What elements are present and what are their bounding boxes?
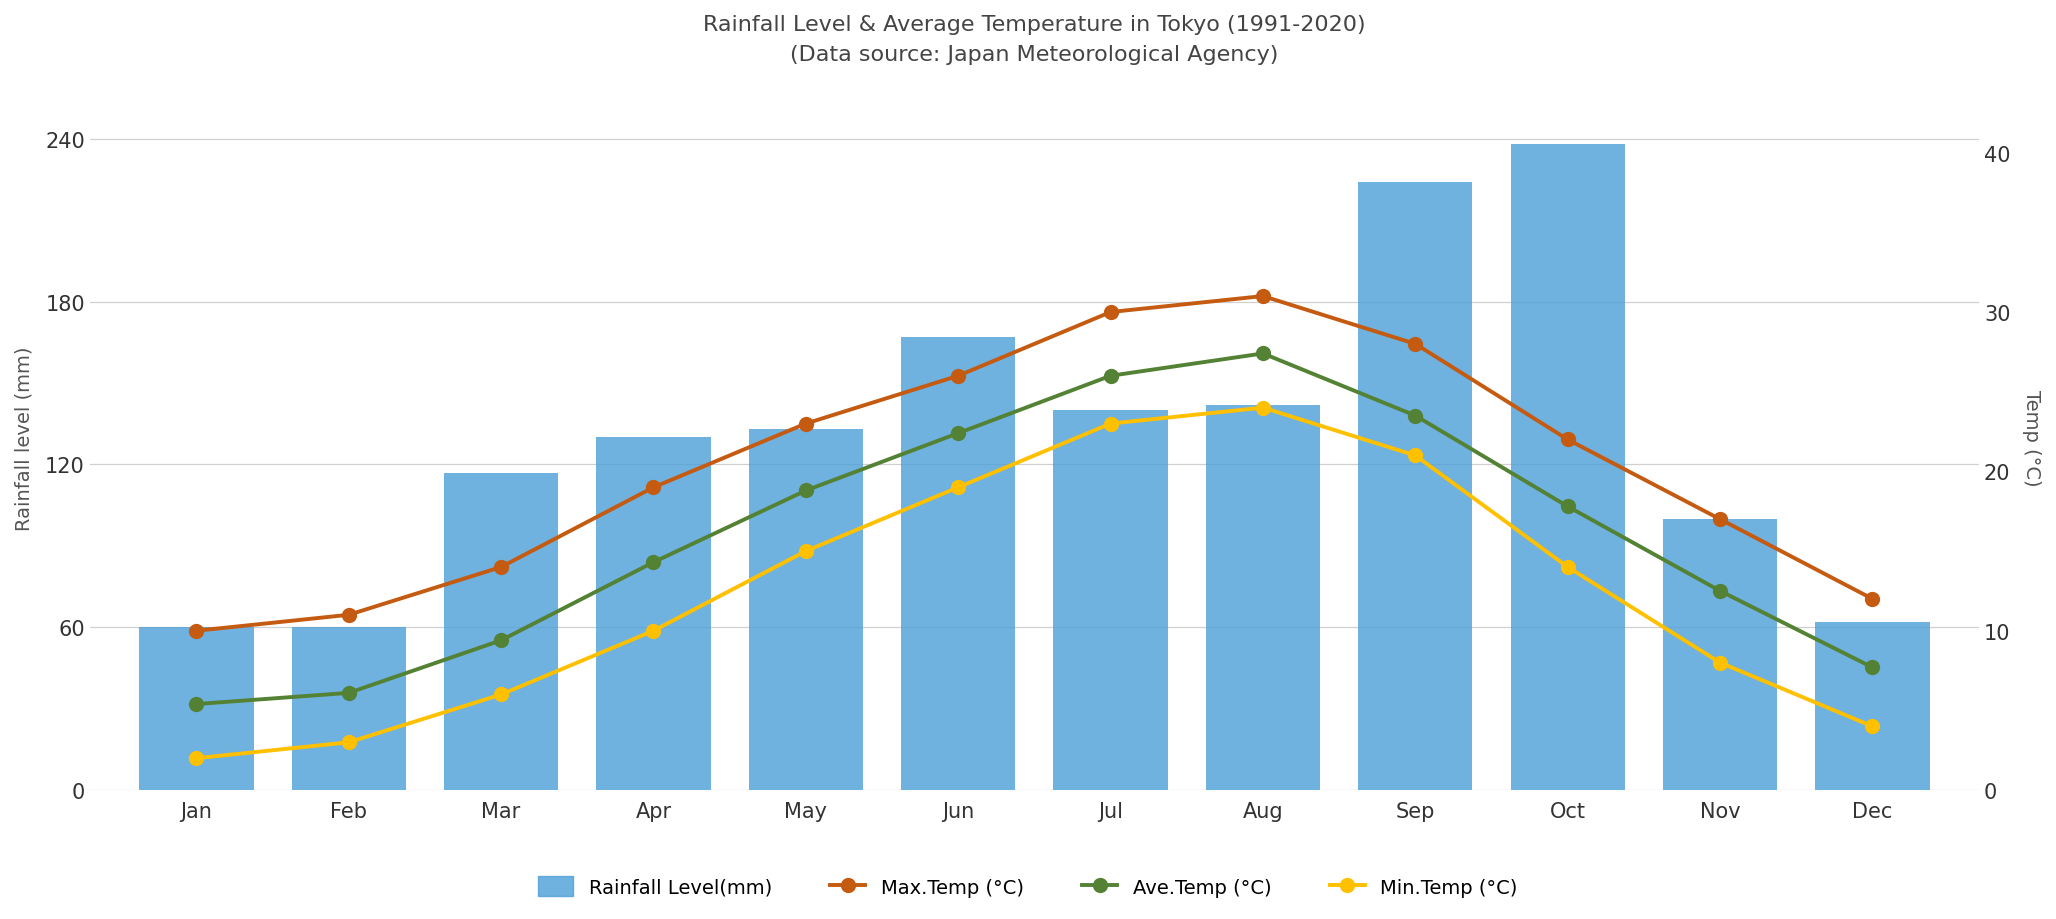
Ave.Temp (°C) <box>1250 348 1275 359</box>
Bar <box>1359 183 1472 790</box>
Ave.Temp (°C) <box>1709 585 1733 596</box>
Bar <box>292 628 405 790</box>
Max.Temp (°C) <box>1250 291 1275 302</box>
Max.Temp (°C) <box>185 626 210 637</box>
Bar <box>1053 411 1168 790</box>
Min.Temp (°C) <box>489 689 514 700</box>
Min.Temp (°C) <box>337 737 362 748</box>
Ave.Temp (°C) <box>1098 371 1123 382</box>
Min.Temp (°C) <box>794 546 818 557</box>
Max.Temp (°C) <box>641 482 666 494</box>
Ave.Temp (°C) <box>185 698 210 709</box>
Min.Temp (°C) <box>1709 657 1733 668</box>
Bar <box>140 628 253 790</box>
Max.Temp (°C) <box>1709 514 1733 525</box>
Ave.Temp (°C) <box>1554 502 1579 513</box>
Ave.Temp (°C) <box>337 687 362 698</box>
Max.Temp (°C) <box>1098 307 1123 318</box>
Bar <box>1511 145 1624 790</box>
Legend: Rainfall Level(mm), Max.Temp (°C), Ave.Temp (°C), Min.Temp (°C): Rainfall Level(mm), Max.Temp (°C), Ave.T… <box>530 868 1526 904</box>
Y-axis label: Temp (°C): Temp (°C) <box>2021 390 2042 486</box>
Title: Rainfall Level & Average Temperature in Tokyo (1991-2020)
(Data source: Japan Me: Rainfall Level & Average Temperature in … <box>703 15 1365 64</box>
Min.Temp (°C) <box>185 753 210 764</box>
Min.Temp (°C) <box>1098 418 1123 429</box>
Max.Temp (°C) <box>337 609 362 620</box>
Ave.Temp (°C) <box>794 485 818 496</box>
Bar <box>596 437 711 790</box>
Max.Temp (°C) <box>1861 594 1885 605</box>
Line: Max.Temp (°C): Max.Temp (°C) <box>189 289 1879 639</box>
Y-axis label: Rainfall level (mm): Rainfall level (mm) <box>14 346 35 530</box>
Bar <box>1815 622 1931 790</box>
Max.Temp (°C) <box>946 371 970 382</box>
Min.Temp (°C) <box>1861 721 1885 732</box>
Bar <box>444 473 559 790</box>
Bar <box>901 337 1016 790</box>
Ave.Temp (°C) <box>641 557 666 568</box>
Max.Temp (°C) <box>1402 339 1427 350</box>
Min.Temp (°C) <box>641 626 666 637</box>
Bar <box>748 430 864 790</box>
Ave.Temp (°C) <box>946 428 970 439</box>
Bar <box>1663 519 1776 790</box>
Max.Temp (°C) <box>1554 435 1579 446</box>
Ave.Temp (°C) <box>489 635 514 646</box>
Ave.Temp (°C) <box>1861 663 1885 674</box>
Max.Temp (°C) <box>794 418 818 429</box>
Line: Ave.Temp (°C): Ave.Temp (°C) <box>189 346 1879 712</box>
Bar <box>1205 405 1320 790</box>
Ave.Temp (°C) <box>1402 411 1427 422</box>
Min.Temp (°C) <box>1554 562 1579 573</box>
Min.Temp (°C) <box>946 482 970 494</box>
Max.Temp (°C) <box>489 562 514 573</box>
Min.Temp (°C) <box>1402 450 1427 461</box>
Min.Temp (°C) <box>1250 403 1275 414</box>
Line: Min.Temp (°C): Min.Temp (°C) <box>189 401 1879 766</box>
